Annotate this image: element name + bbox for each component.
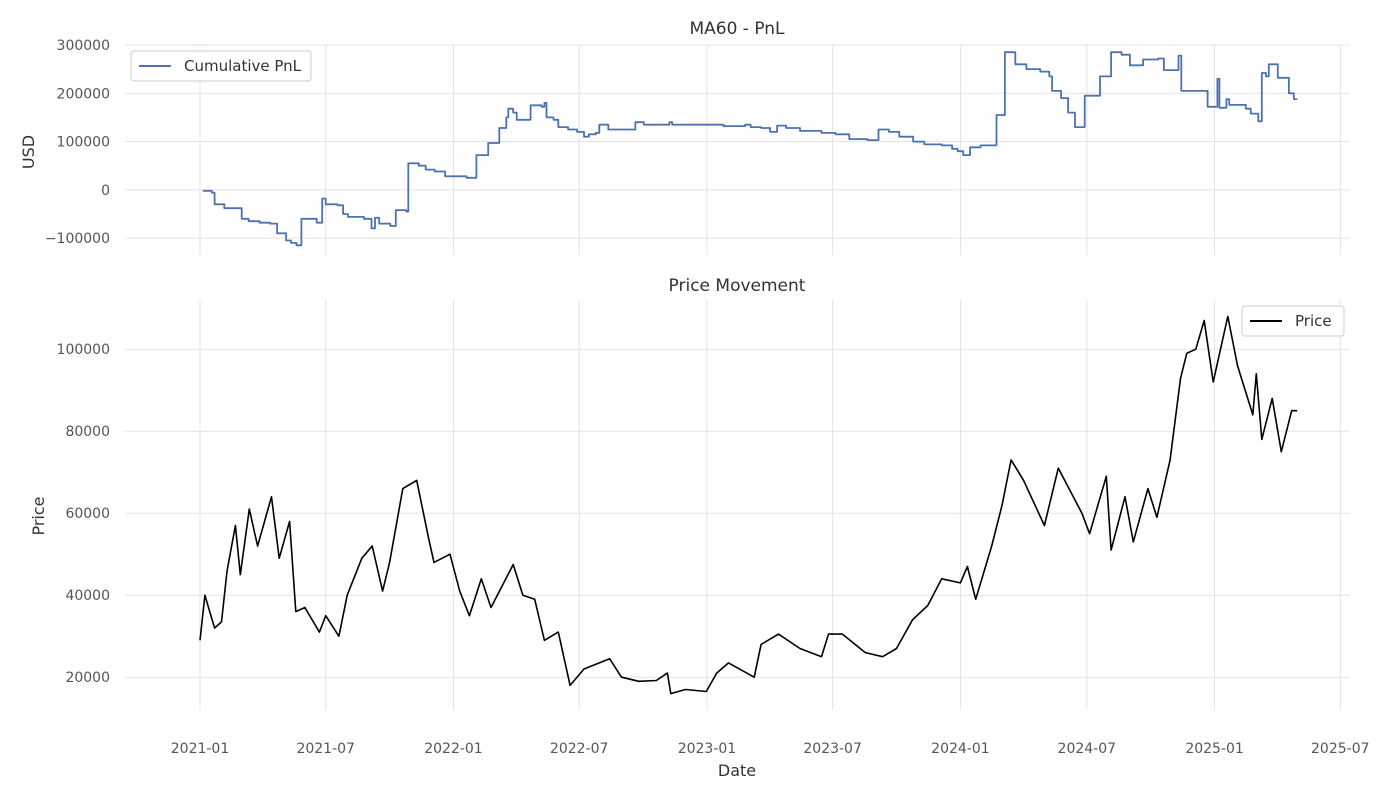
x-tick-label: 2021-07: [296, 741, 355, 757]
x-tick-label: 2023-01: [678, 741, 737, 757]
x-tick-label: 2021-01: [171, 741, 230, 757]
pnl-legend-label: Cumulative PnL: [184, 57, 302, 75]
pnl-y-tick-label: 100000: [57, 135, 110, 151]
pnl-y-tick-label: 300000: [57, 38, 110, 54]
x-tick-label: 2023-07: [803, 741, 862, 757]
price-series-line: [199, 315, 1298, 695]
x-tick-label: 2025-01: [1185, 741, 1244, 757]
x-axis-label: Date: [718, 761, 756, 780]
x-tick-label: 2024-07: [1058, 741, 1117, 757]
x-tick-label: 2022-07: [550, 741, 609, 757]
price-y-tick-label: 40000: [65, 588, 110, 604]
price-y-tick-label: 20000: [65, 670, 110, 686]
pnl-y-tick-label: −100000: [45, 231, 110, 247]
x-tick-label: 2024-01: [931, 741, 990, 757]
x-tick-label: 2025-07: [1311, 741, 1370, 757]
x-tick-label: 2022-01: [424, 741, 483, 757]
price-y-tick-label: 100000: [57, 342, 110, 358]
price-y-axis-label: Price: [29, 496, 48, 535]
pnl-y-axis-label: USD: [19, 135, 38, 169]
pnl-legend: Cumulative PnL: [130, 50, 312, 82]
pnl-series-line: [202, 51, 1298, 247]
price-chart-title: Price Movement: [669, 276, 806, 296]
price-legend-label: Price: [1295, 312, 1332, 330]
pnl-chart-title: MA60 - PnL: [689, 19, 785, 39]
pnl-y-tick-label: 200000: [57, 86, 110, 102]
price-y-tick-label: 60000: [65, 506, 110, 522]
pnl-y-tick-label: 0: [101, 183, 110, 199]
price-legend: Price: [1241, 305, 1345, 337]
price-y-tick-label: 80000: [65, 424, 110, 440]
pnl-legend-box: [130, 50, 312, 82]
price-legend-box: [1241, 305, 1345, 337]
